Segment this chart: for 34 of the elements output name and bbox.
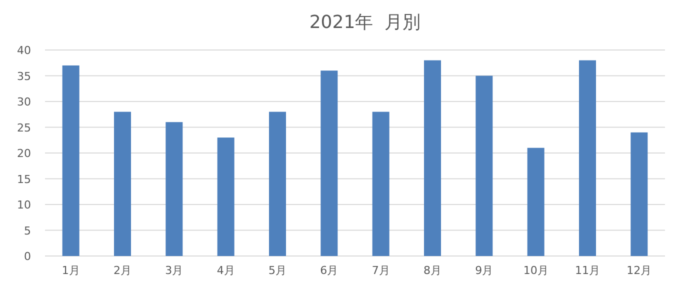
- bar: [527, 148, 544, 256]
- bar: [579, 60, 596, 256]
- y-tick-label: 10: [17, 198, 31, 212]
- y-tick-label: 30: [17, 96, 31, 108]
- x-tick-label: 3月: [165, 264, 184, 277]
- bar: [476, 76, 493, 256]
- y-tick-label: 0: [24, 250, 31, 263]
- bar: [424, 60, 441, 256]
- y-tick-label: 20: [17, 147, 31, 160]
- y-tick-label: 5: [24, 224, 31, 238]
- x-tick-label: 4月: [216, 264, 235, 277]
- x-tick-label: 9月: [475, 264, 494, 277]
- y-tick-label: 15: [17, 172, 31, 186]
- y-tick-label: 25: [17, 121, 31, 134]
- bar: [217, 138, 234, 256]
- x-tick-label: 1月: [62, 264, 80, 277]
- bar: [372, 112, 390, 256]
- bar: [320, 70, 338, 256]
- x-tick-label: 6月: [320, 264, 338, 277]
- x-tick-label: 5月: [268, 264, 286, 277]
- bar: [166, 122, 183, 256]
- x-tick-label: 10月: [523, 264, 548, 277]
- y-tick-label: 40: [17, 44, 31, 57]
- x-tick-label: 7月: [372, 264, 390, 277]
- bar: [269, 112, 286, 256]
- x-tick-label: 11月: [575, 264, 600, 277]
- x-tick-label: 12月: [626, 264, 652, 277]
- x-tick-label: 8月: [424, 264, 442, 277]
- bar: [62, 65, 80, 256]
- bar: [630, 132, 648, 256]
- bar: [114, 112, 131, 256]
- x-tick-label: 2月: [114, 264, 132, 277]
- chart-title: 2021年 月別: [309, 12, 421, 33]
- y-tick-label: 35: [17, 70, 31, 83]
